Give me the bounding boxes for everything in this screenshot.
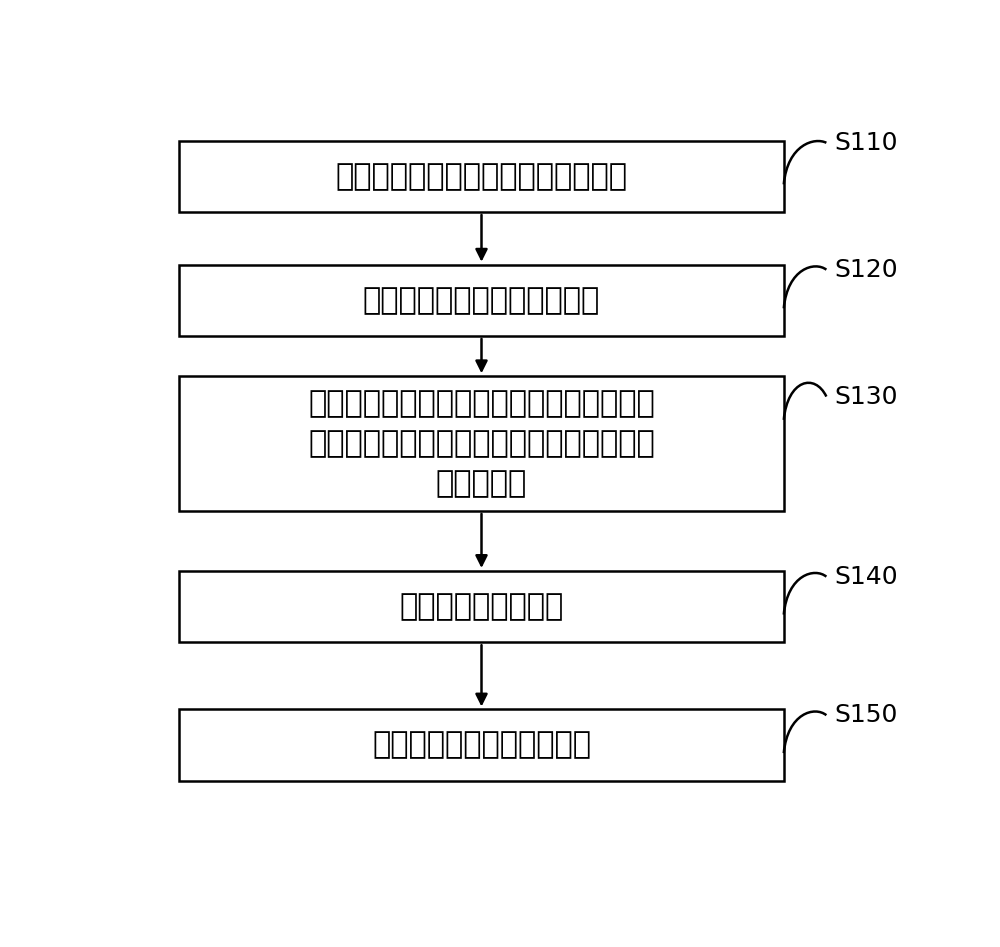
FancyBboxPatch shape [179,376,784,511]
Text: 路存在故障: 路存在故障 [436,469,527,498]
Text: 存储节点的位置信息: 存储节点的位置信息 [399,592,564,621]
FancyBboxPatch shape [179,571,784,642]
Text: 将初始信号与参考值进行比较: 将初始信号与参考值进行比较 [363,286,600,314]
Text: S140: S140 [834,564,898,589]
Text: S130: S130 [834,384,898,408]
Text: 将位置信息输出至用户界面: 将位置信息输出至用户界面 [372,731,591,759]
Text: S120: S120 [834,258,898,281]
FancyBboxPatch shape [179,140,784,212]
FancyBboxPatch shape [179,264,784,336]
FancyBboxPatch shape [179,709,784,781]
Text: 当一个节点处的初始信号与参考值之间的偏: 当一个节点处的初始信号与参考值之间的偏 [308,389,655,418]
Text: 获取触控电路中各个节点的初始信号: 获取触控电路中各个节点的初始信号 [336,162,628,191]
Text: S110: S110 [834,131,898,154]
Text: 差超过预定阈值时，确定该节点处的触控电: 差超过预定阈值时，确定该节点处的触控电 [308,429,655,458]
Text: S150: S150 [834,704,898,727]
